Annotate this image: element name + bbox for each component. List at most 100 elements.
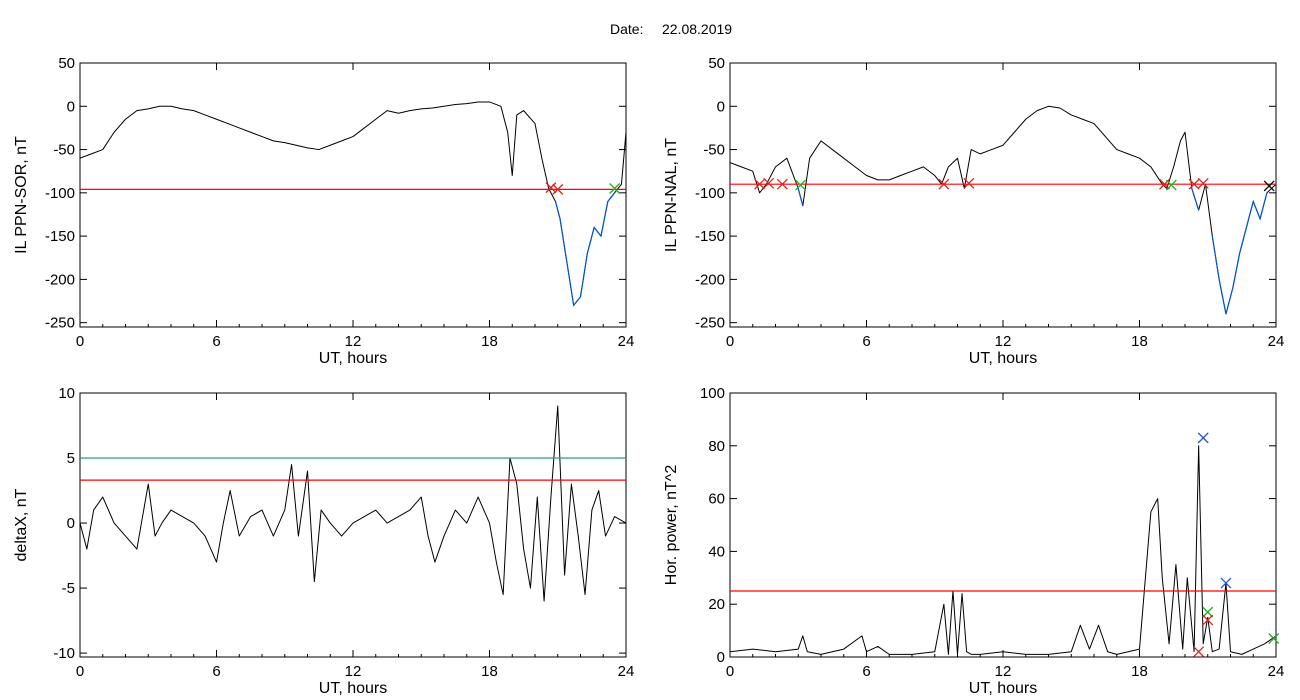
marker-stroke-b <box>963 177 975 189</box>
marker-blue <box>1220 577 1232 589</box>
marker-green <box>1202 606 1214 618</box>
y-tick-label: 20 <box>708 596 725 613</box>
y-axis-label: IL PPN-NAL, nT <box>663 138 680 252</box>
marker-red <box>776 178 788 190</box>
y-tick-label: -150 <box>45 228 75 245</box>
plot-frame <box>79 392 627 658</box>
plot-area <box>80 405 626 602</box>
marker-green <box>1268 633 1280 644</box>
y-tick-label: -50 <box>53 142 75 159</box>
series-line-0 <box>730 105 1276 315</box>
x-tick-label: 12 <box>995 333 1012 350</box>
x-tick-label: 0 <box>76 333 84 350</box>
x-tick-label: 18 <box>481 333 498 350</box>
marker-stroke-b <box>776 178 788 190</box>
marker-red <box>1202 614 1214 626</box>
y-tick-label: 80 <box>708 438 725 455</box>
marker-blue <box>1197 432 1209 444</box>
below-threshold-segment <box>797 188 804 206</box>
marker-red <box>963 177 975 189</box>
y-tick-label: -5 <box>62 580 75 597</box>
marker-stroke-b <box>1220 577 1232 589</box>
marker-stroke-b <box>1197 432 1209 444</box>
y-axis-label: deltaX, nT <box>13 488 30 561</box>
marker-stroke-b <box>1197 177 1209 189</box>
marker-red <box>552 183 564 195</box>
y-axis-label: IL PPN-SOR, nT <box>13 136 30 254</box>
y-tick-label: 100 <box>700 385 725 402</box>
x-tick-label: 18 <box>1131 333 1148 350</box>
marker-stroke-b <box>938 178 950 190</box>
marker-stroke-b <box>1263 180 1275 192</box>
x-axis-label: UT, hours <box>969 680 1037 697</box>
marker-stroke-b <box>763 177 775 189</box>
y-tick-label: 40 <box>708 543 725 560</box>
y-tick-label: -250 <box>695 315 725 332</box>
x-tick-label: 0 <box>726 663 734 680</box>
y-tick-label: -50 <box>703 142 725 159</box>
chart-ppn_sor: 0 6 12 18 24 50 0 -50 -100 -150 -200 -250 UT, hours I… <box>13 55 634 367</box>
marker-red <box>763 177 775 189</box>
x-tick-label: 6 <box>862 663 870 680</box>
marker-stroke-b <box>795 179 806 191</box>
marker-stroke-b <box>1268 633 1280 644</box>
y-tick-label: 60 <box>708 491 725 508</box>
y-tick-label: -200 <box>45 271 75 288</box>
y-tick-label: -150 <box>695 228 725 245</box>
x-tick-label: 6 <box>212 333 220 350</box>
x-tick-label: 12 <box>345 333 362 350</box>
y-axis-label: Hor. power, nT^2 <box>663 465 680 586</box>
marker-red <box>938 178 950 190</box>
marker-stroke-b <box>754 178 766 190</box>
x-tick-label: 18 <box>481 663 498 680</box>
marker-green <box>609 183 621 194</box>
x-tick-label: 24 <box>1268 663 1285 680</box>
x-tick-label: 12 <box>345 663 362 680</box>
marker-stroke-b <box>1188 178 1200 190</box>
marker-red <box>1188 178 1200 190</box>
y-tick-label: 50 <box>708 55 725 72</box>
marker-stroke-b <box>609 183 621 194</box>
x-axis-label: UT, hours <box>319 350 387 367</box>
below-threshold-segment <box>1191 188 1200 211</box>
y-tick-label: -10 <box>53 645 75 662</box>
x-tick-label: 6 <box>862 333 870 350</box>
x-tick-label: 24 <box>618 333 635 350</box>
plot-area <box>730 105 1276 315</box>
plot-frame <box>729 392 1277 658</box>
marker-stroke-b <box>1165 179 1177 191</box>
marker-stroke-b <box>1202 606 1214 618</box>
y-tick-label: 0 <box>67 98 75 115</box>
x-tick-label: 24 <box>1268 333 1285 350</box>
y-tick-label: 0 <box>717 649 725 666</box>
y-tick-label: -100 <box>695 185 725 202</box>
marker-stroke-b <box>545 182 557 194</box>
plot-area <box>80 101 626 307</box>
y-tick-label: -200 <box>695 271 725 288</box>
y-tick-label: -250 <box>45 315 75 332</box>
marker-red <box>1197 177 1209 189</box>
marker-stroke-b <box>1202 614 1214 626</box>
marker-red <box>754 178 766 190</box>
below-threshold-segment <box>554 192 616 307</box>
y-tick-label: 10 <box>58 385 75 402</box>
chart-hor_power: 0 6 12 18 24 100 80 60 40 20 0 UT, hours Hor. power,… <box>663 385 1284 697</box>
x-tick-label: 12 <box>995 663 1012 680</box>
series-line-0 <box>730 445 1276 655</box>
x-tick-label: 0 <box>726 333 734 350</box>
date-label: Date: <box>610 21 643 37</box>
marker-red <box>545 182 557 194</box>
x-tick-label: 24 <box>618 663 635 680</box>
x-axis-label: UT, hours <box>969 350 1037 367</box>
marker-stroke-b <box>552 183 564 195</box>
y-tick-label: -100 <box>45 185 75 202</box>
marker-stroke-b <box>1193 646 1205 658</box>
chart-ppn_nal: 0 6 12 18 24 50 0 -50 -100 -150 -200 -250 UT, hours I… <box>663 55 1284 367</box>
y-tick-label: 5 <box>67 450 75 467</box>
date-value: 22.08.2019 <box>662 21 732 37</box>
y-tick-label: 50 <box>58 55 75 72</box>
x-tick-label: 0 <box>76 663 84 680</box>
y-tick-label: 0 <box>717 98 725 115</box>
x-tick-label: 18 <box>1131 663 1148 680</box>
